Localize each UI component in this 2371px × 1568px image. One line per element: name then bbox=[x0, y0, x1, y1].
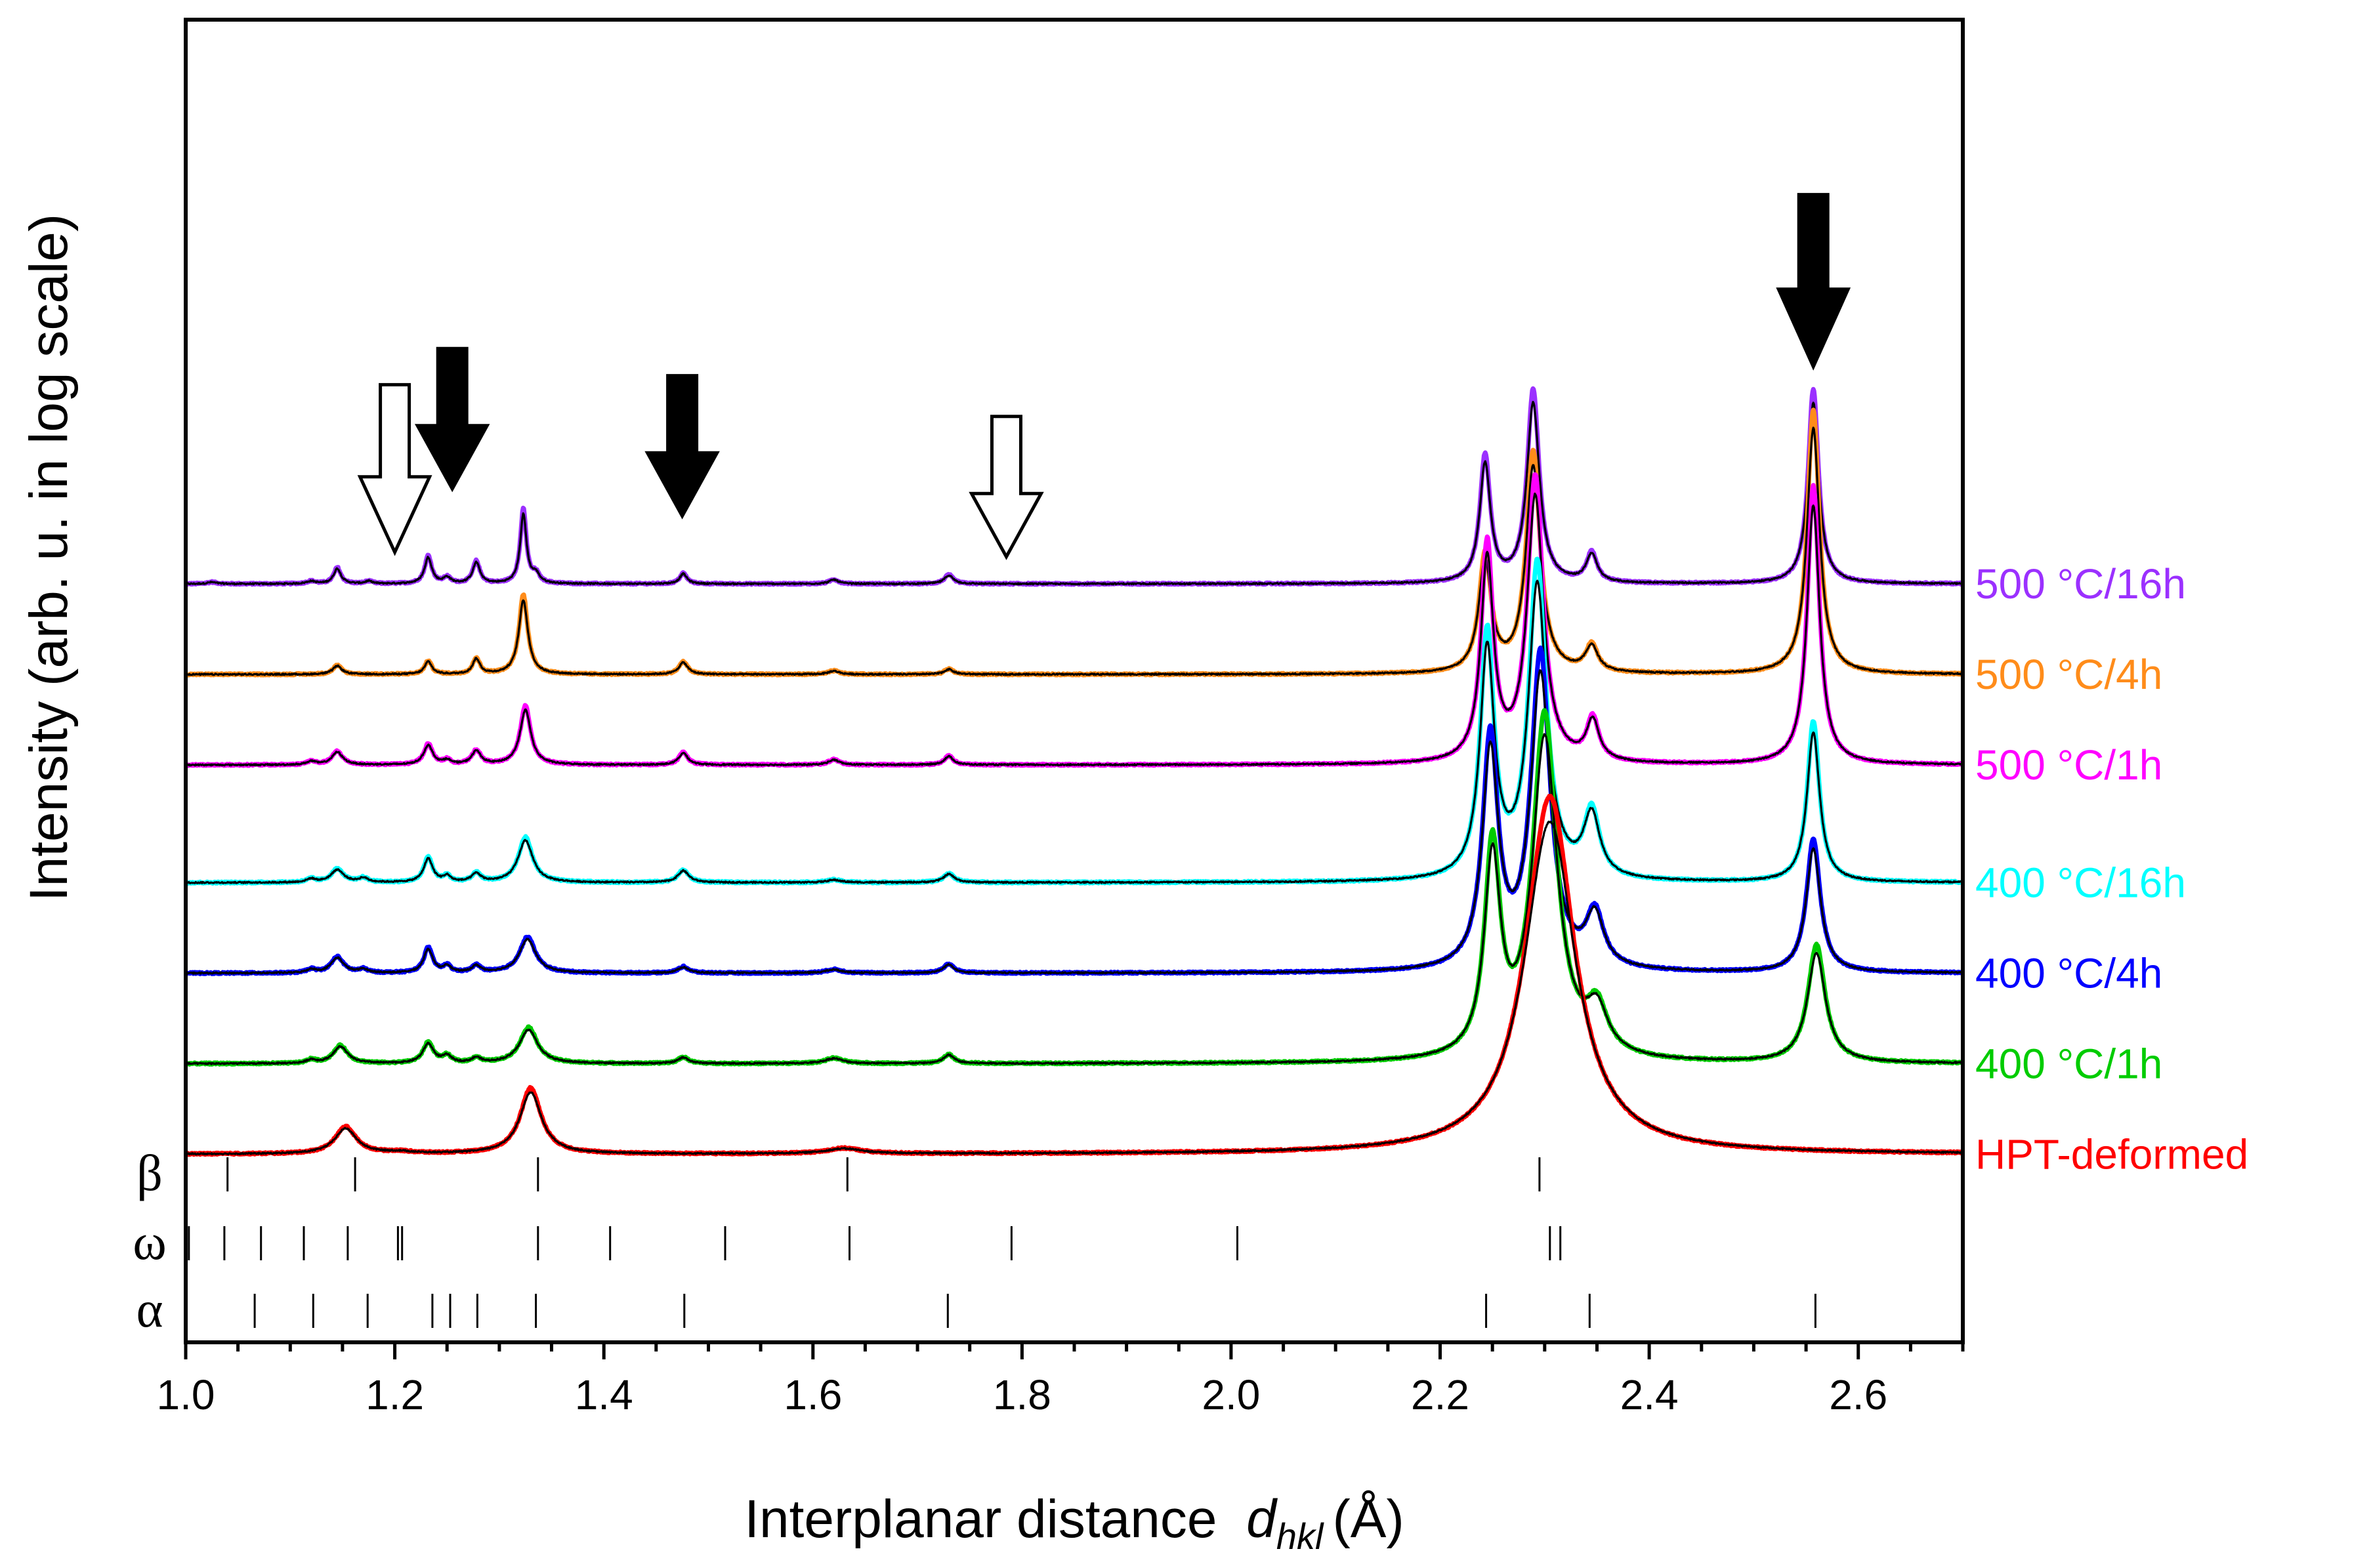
series-label-500-degc-4h: 500 °C/4h bbox=[1975, 651, 2162, 698]
series-label-500-degc-16h: 500 °C/16h bbox=[1975, 560, 2186, 608]
series-line-500-degc-1h bbox=[184, 472, 1965, 768]
x-tick-label-1-6: 1.6 bbox=[784, 1371, 842, 1418]
x-tick-label-1-8: 1.8 bbox=[993, 1371, 1051, 1418]
series-label-400-degc-16h: 400 °C/16h bbox=[1975, 859, 2186, 906]
series-labels-group: 500 °C/16h 500 °C/4h 500 °C/1h 400 °C/16h 40… bbox=[1975, 560, 2248, 1178]
x-tick-label-2-2: 2.2 bbox=[1411, 1371, 1469, 1418]
series-line-400-degc-16h bbox=[184, 556, 1965, 886]
x-axis-label-symbol: d bbox=[1246, 1489, 1278, 1549]
fit-line-500-degc-1h bbox=[185, 492, 1963, 767]
series-label-hpt-deformed: HPT-deformed bbox=[1975, 1130, 2248, 1178]
x-axis-ticks: 1.0 1.2 1.4 1.6 1.8 2.0 2.2 2.4 2.6 bbox=[157, 1342, 1965, 1418]
traces-group bbox=[184, 386, 1965, 1157]
phase-label-row-1: β bbox=[136, 1144, 163, 1201]
series-label-500-degc-1h: 500 °C/1h bbox=[1975, 741, 2162, 789]
fit-line-hpt-deformed bbox=[184, 820, 1963, 1156]
filled-arrow-5 bbox=[1776, 193, 1851, 371]
fit-line-400-degc-4h bbox=[184, 669, 1963, 975]
open-arrow-1 bbox=[357, 382, 432, 556]
x-axis-label-text: Interplanar distance bbox=[744, 1489, 1217, 1549]
x-tick-label-1-0: 1.0 bbox=[157, 1371, 215, 1418]
arrows-group bbox=[357, 193, 1851, 560]
open-arrow-4 bbox=[969, 415, 1044, 560]
phase-labels-group: βωα bbox=[133, 1144, 166, 1338]
x-tick-label-2-0: 2.0 bbox=[1202, 1371, 1260, 1418]
x-tick-label-2-4: 2.4 bbox=[1620, 1371, 1679, 1418]
x-tick-label-2-6: 2.6 bbox=[1829, 1371, 1887, 1418]
fit-line-400-degc-16h bbox=[185, 579, 1964, 884]
phase-markers-group bbox=[188, 1157, 1816, 1328]
filled-arrow-2 bbox=[414, 346, 490, 493]
series-label-400-degc-4h: 400 °C/4h bbox=[1975, 949, 2162, 997]
x-tick-label-1-2: 1.2 bbox=[366, 1371, 424, 1418]
y-axis-label: Intensity (arb. u. in log scale) bbox=[19, 214, 79, 901]
phase-label-row-3: α bbox=[136, 1281, 163, 1338]
series-label-400-degc-1h: 400 °C/1h bbox=[1975, 1040, 2162, 1087]
fit-line-500-degc-16h bbox=[184, 401, 1963, 586]
x-axis-label-unit: (Å) bbox=[1332, 1489, 1404, 1549]
x-tick-label-1-4: 1.4 bbox=[575, 1371, 633, 1418]
x-axis-label: Interplanar distance dhkl (Å) bbox=[744, 1489, 1404, 1557]
series-line-400-degc-4h bbox=[184, 645, 1965, 976]
phase-label-row-2: ω bbox=[133, 1213, 166, 1270]
fit-line-400-degc-1h bbox=[184, 733, 1963, 1065]
fit-line-500-degc-4h bbox=[184, 426, 1963, 676]
plot-frame bbox=[184, 18, 1965, 1344]
x-axis-label-subscript: hkl bbox=[1276, 1516, 1324, 1557]
filled-arrow-3 bbox=[644, 374, 720, 520]
